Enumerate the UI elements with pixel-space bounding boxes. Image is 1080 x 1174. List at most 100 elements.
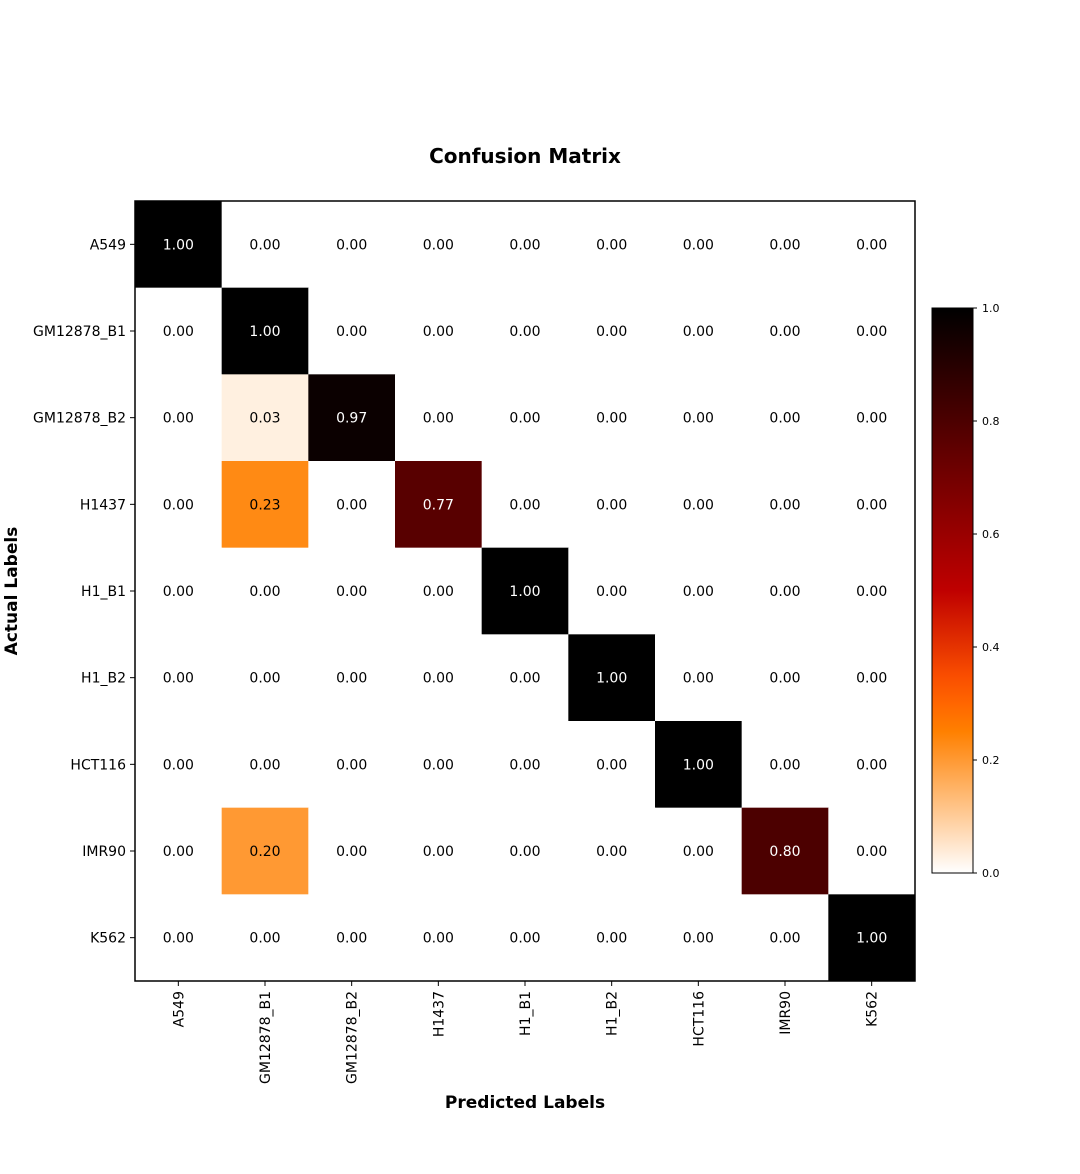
- heatmap-cell: [828, 201, 916, 289]
- cell-value-label: 0.00: [423, 411, 454, 427]
- cell-value-label: 0.00: [596, 757, 627, 773]
- y-tick-label: K562: [90, 931, 126, 947]
- colorbar-gradient: [931, 307, 974, 874]
- cell-value-label: 0.00: [769, 931, 800, 947]
- cell-value-label: 0.00: [509, 757, 540, 773]
- chart-title: Confusion Matrix: [429, 144, 621, 168]
- cell-value-label: 0.00: [683, 497, 714, 513]
- cell-value-label: 0.00: [163, 497, 194, 513]
- cell-value-label: 0.00: [683, 931, 714, 947]
- cell-value-label: 0.00: [769, 671, 800, 687]
- cell-value-label: 0.00: [856, 411, 887, 427]
- heatmap-cell: [568, 894, 656, 982]
- heatmap-cell: [655, 894, 743, 982]
- cell-value-label: 0.00: [769, 497, 800, 513]
- cell-value-label: 0.00: [509, 411, 540, 427]
- cell-value-label: 0.00: [336, 497, 367, 513]
- heatmap-cell: [135, 461, 223, 549]
- cell-value-label: 0.00: [596, 411, 627, 427]
- cell-value-label: 0.00: [249, 757, 280, 773]
- heatmap-cell: [135, 287, 223, 375]
- heatmap-cell: [741, 894, 829, 982]
- cell-value-label: 0.00: [683, 237, 714, 253]
- cell-value-label: 0.00: [163, 844, 194, 860]
- heatmap-cell: [568, 287, 656, 375]
- colorbar-tick-label: 0.6: [982, 528, 1000, 541]
- x-tick-label: K562: [865, 991, 881, 1027]
- x-tick-label: GM12878_B2: [345, 991, 361, 1084]
- heatmap-cell: [221, 201, 309, 289]
- heatmap-cell: [655, 807, 743, 895]
- cell-value-label: 0.00: [423, 931, 454, 947]
- cell-value-label: 0.00: [336, 237, 367, 253]
- y-tick-label: H1_B2: [81, 671, 126, 687]
- heatmap-cell: [741, 374, 829, 462]
- cell-value-label: 0.97: [336, 411, 367, 427]
- heatmap-cell: [308, 461, 396, 549]
- cell-value-label: 0.00: [856, 844, 887, 860]
- heatmap-cell: [568, 547, 656, 635]
- cell-value-label: 0.00: [596, 497, 627, 513]
- heatmap-cell: [655, 287, 743, 375]
- y-tick-label: GM12878_B1: [33, 324, 126, 340]
- y-tick-label: HCT116: [70, 757, 126, 773]
- cell-value-label: 0.00: [336, 844, 367, 860]
- cell-value-label: 0.00: [856, 324, 887, 340]
- x-tick-label: H1437: [431, 991, 447, 1037]
- heatmap-cell: [395, 547, 483, 635]
- cell-value-label: 0.00: [249, 671, 280, 687]
- cell-value-label: 0.00: [596, 237, 627, 253]
- cell-value-label: 0.00: [423, 844, 454, 860]
- cell-value-label: 0.00: [423, 584, 454, 600]
- x-axis-ticks: A549 GM12878_B1 GM12878_B2 H1437 H1_B1 H1_B2 H…: [171, 981, 881, 1084]
- cell-value-label: 0.00: [856, 584, 887, 600]
- heatmap-cell: [395, 461, 483, 549]
- heatmap-cell: [655, 201, 743, 289]
- x-tick-label: H1_B2: [605, 991, 621, 1036]
- heatmap-cell: [828, 634, 916, 722]
- heatmap-cell: [828, 807, 916, 895]
- colorbar-tick-label: 0.4: [982, 641, 1000, 654]
- cell-value-label: 0.00: [423, 324, 454, 340]
- cell-value-label: 1.00: [596, 671, 627, 687]
- y-tick-label: A549: [90, 237, 126, 253]
- x-tick-label: A549: [171, 991, 187, 1027]
- cell-value-label: 1.00: [683, 757, 714, 773]
- cell-value-label: 0.00: [596, 584, 627, 600]
- heatmap-cell: [741, 547, 829, 635]
- cell-value-label: 0.00: [509, 324, 540, 340]
- heatmap-cell: [221, 721, 309, 809]
- heatmap-cell: [221, 547, 309, 635]
- cell-value-label: 0.00: [249, 584, 280, 600]
- cell-value-label: 0.00: [769, 237, 800, 253]
- heatmap-cell: [741, 634, 829, 722]
- heatmap-cell: [741, 287, 829, 375]
- heatmap-cell: [568, 201, 656, 289]
- heatmap-cell: [481, 547, 569, 635]
- cell-value-label: 0.00: [336, 584, 367, 600]
- cell-value-label: 0.00: [423, 757, 454, 773]
- y-tick-label: H1_B1: [81, 584, 126, 600]
- cell-value-label: 0.00: [163, 411, 194, 427]
- heatmap-cell: [395, 807, 483, 895]
- cell-value-label: 0.00: [683, 324, 714, 340]
- heatmap-cell: [135, 374, 223, 462]
- cell-value-label: 0.00: [856, 757, 887, 773]
- cell-value-label: 0.03: [249, 411, 280, 427]
- heatmap-cell: [655, 461, 743, 549]
- heatmap-cell: [308, 287, 396, 375]
- heatmap-cell: [481, 461, 569, 549]
- y-tick-label: IMR90: [82, 844, 126, 860]
- colorbar-tick-label: 0.8: [982, 415, 1000, 428]
- heatmap-cell: [135, 721, 223, 809]
- cell-value-label: 0.00: [596, 844, 627, 860]
- heatmap-cell: [741, 461, 829, 549]
- heatmap-cell: [828, 287, 916, 375]
- heatmap-cell: [308, 547, 396, 635]
- cell-value-label: 0.00: [423, 671, 454, 687]
- cell-value-label: 0.00: [769, 584, 800, 600]
- heatmap-cell: [221, 807, 309, 895]
- colorbar: 0.0 0.2 0.4 0.6 0.8 1.0: [931, 302, 1000, 880]
- heatmap-cell: [135, 807, 223, 895]
